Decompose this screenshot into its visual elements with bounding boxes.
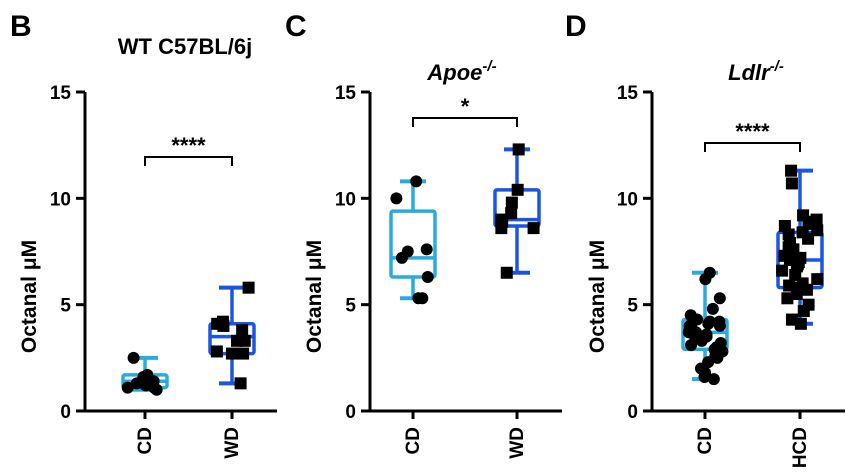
- data-point-circle: [416, 292, 429, 305]
- data-point-square: [242, 281, 255, 294]
- data-point-circle: [121, 381, 134, 394]
- significance-label: ****: [735, 119, 770, 144]
- data-point-square: [785, 164, 798, 177]
- data-point-square: [800, 283, 813, 296]
- data-point-square: [237, 347, 250, 360]
- data-point-square: [527, 222, 540, 235]
- data-point-circle: [713, 292, 726, 305]
- data-point-square: [211, 317, 224, 330]
- data-point-square: [225, 347, 238, 360]
- panel-d: D Ldlr-/- 0 5 10 15 Octanal μM CD HCD ****: [565, 10, 845, 468]
- x-category-label: CD: [135, 427, 156, 454]
- data-point-circle: [689, 330, 702, 343]
- data-point-square: [495, 222, 508, 235]
- data-point-square: [236, 324, 249, 337]
- significance-label: ****: [171, 133, 206, 158]
- data-point-circle: [711, 351, 724, 364]
- data-point-circle: [713, 319, 726, 332]
- data-point-circle: [699, 273, 712, 286]
- x-category-label: WD: [222, 427, 243, 459]
- x-category-label: CD: [695, 427, 716, 454]
- data-point-square: [794, 317, 807, 330]
- y-axis-label: Octanal μM: [303, 240, 326, 353]
- panel-title: Ldlr-/-: [728, 58, 784, 85]
- data-point-square: [781, 292, 794, 305]
- marks-group: [121, 281, 256, 396]
- panel-title-text: Apoe: [426, 60, 482, 85]
- y-tick-label: 5: [345, 296, 356, 317]
- panel-title-text: Ldlr: [728, 60, 771, 85]
- panel-title: Apoe-/-: [426, 58, 496, 85]
- panel-title-superscript: -/-: [482, 58, 496, 75]
- significance-bracket: [412, 117, 518, 127]
- marks-group: [389, 143, 541, 305]
- y-tick-label: 5: [60, 296, 71, 317]
- axes-group: 0 5 10 15 Octanal μM CD HCD ****: [586, 83, 845, 468]
- data-point-square: [210, 345, 223, 358]
- panel-title: WT C57BL/6j: [118, 34, 252, 59]
- panel-letter: B: [10, 10, 32, 43]
- y-tick-label: 0: [627, 402, 638, 423]
- significance-label: *: [461, 94, 470, 119]
- data-point-square: [512, 143, 525, 156]
- data-point-square: [802, 232, 815, 245]
- data-point-circle: [421, 271, 434, 284]
- data-point-square: [797, 305, 810, 318]
- data-point-square: [776, 264, 789, 277]
- y-tick-label: 0: [60, 402, 71, 423]
- data-point-square: [785, 177, 798, 190]
- data-point-circle: [707, 373, 720, 386]
- data-point-circle: [420, 243, 433, 256]
- x-category-label: CD: [403, 427, 424, 454]
- box-iqr: [389, 209, 437, 279]
- y-axis-label: Octanal μM: [18, 240, 41, 353]
- axes-group: 0 5 10 15 Octanal μM CD WD ****: [18, 83, 277, 459]
- data-point-square: [505, 207, 518, 220]
- data-point-square: [511, 183, 524, 196]
- data-point-square: [791, 258, 804, 271]
- y-tick-label: 10: [335, 189, 356, 210]
- data-point-circle: [139, 379, 152, 392]
- y-axis-label: Octanal μM: [586, 240, 609, 353]
- data-point-square: [500, 266, 513, 279]
- data-point-circle: [698, 370, 711, 383]
- panel-title-superscript: -/-: [770, 58, 784, 75]
- data-point-square: [505, 196, 518, 209]
- y-tick-label: 10: [617, 189, 638, 210]
- panel-c: C Apoe-/- 0 5 10 15 Octanal μM CD WD *: [285, 10, 562, 459]
- data-point-circle: [390, 192, 403, 205]
- data-point-square: [811, 224, 824, 237]
- marks-group: [681, 164, 824, 386]
- y-tick-label: 10: [50, 189, 71, 210]
- data-point-circle: [706, 302, 719, 315]
- data-point-circle: [127, 351, 140, 364]
- significance-bracket: [144, 156, 233, 166]
- data-point-square: [231, 334, 244, 347]
- data-point-circle: [410, 175, 423, 188]
- y-tick-label: 5: [627, 296, 638, 317]
- y-tick-label: 0: [345, 402, 356, 423]
- significance-bracket: [704, 142, 801, 152]
- x-category-label: HCD: [790, 427, 811, 468]
- axes-group: 0 5 10 15 Octanal μM CD WD *: [303, 83, 562, 459]
- y-tick-label: 15: [50, 83, 72, 104]
- data-point-square: [811, 273, 824, 286]
- data-point-circle: [395, 251, 408, 264]
- x-category-label: WD: [507, 427, 528, 459]
- data-point-circle: [130, 377, 143, 390]
- data-point-square: [783, 254, 796, 267]
- y-tick-label: 15: [617, 83, 639, 104]
- data-point-circle: [702, 317, 715, 330]
- panel-title-text: WT C57BL/6j: [118, 34, 252, 59]
- y-tick-label: 15: [335, 83, 357, 104]
- panel-letter: D: [565, 10, 587, 43]
- data-point-square: [234, 377, 247, 390]
- data-point-square: [790, 288, 803, 301]
- panel-letter: C: [285, 10, 307, 43]
- panel-b: B WT C57BL/6j 0 5 10 15 Octanal μM CD WD ****: [10, 10, 277, 459]
- data-point-square: [787, 243, 800, 256]
